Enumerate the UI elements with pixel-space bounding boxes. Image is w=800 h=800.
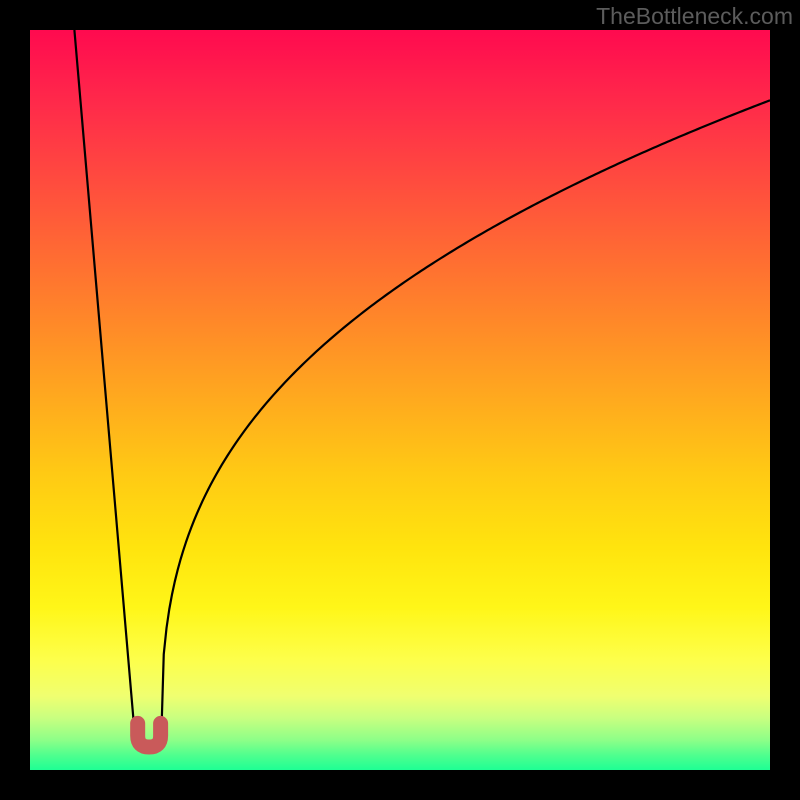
plot-area	[30, 30, 770, 770]
chart-container: TheBottleneck.com	[0, 0, 800, 800]
bottleneck-chart	[0, 0, 800, 800]
watermark-text: TheBottleneck.com	[596, 3, 793, 30]
